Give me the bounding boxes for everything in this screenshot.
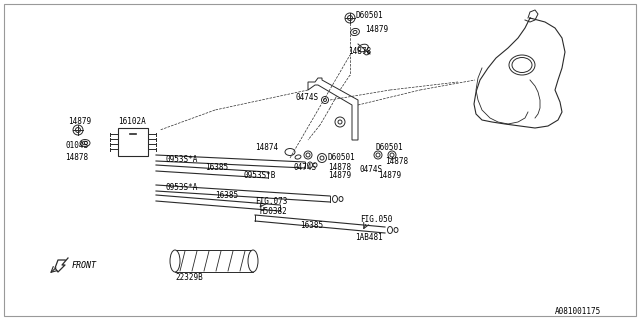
Text: 16102A: 16102A	[118, 117, 146, 126]
Text: FRONT: FRONT	[72, 260, 97, 269]
Text: 0474S: 0474S	[293, 164, 316, 172]
Text: 0953S*A: 0953S*A	[165, 183, 197, 193]
Text: 14878: 14878	[65, 153, 88, 162]
Text: D60501: D60501	[356, 12, 384, 20]
Text: 16385: 16385	[300, 220, 323, 229]
Text: 14874: 14874	[255, 143, 278, 153]
Text: 14878: 14878	[385, 157, 408, 166]
Text: FIG.050: FIG.050	[360, 215, 392, 225]
Text: FIG.073: FIG.073	[255, 197, 287, 206]
Text: 0104S: 0104S	[65, 140, 88, 149]
Text: 14879: 14879	[328, 172, 351, 180]
Ellipse shape	[248, 250, 258, 272]
Text: 0953S*B: 0953S*B	[244, 171, 276, 180]
Text: 0953S*A: 0953S*A	[166, 156, 198, 164]
Text: D60501: D60501	[328, 154, 356, 163]
Text: 0474S: 0474S	[295, 93, 318, 102]
Text: A081001175: A081001175	[555, 308, 601, 316]
Text: 14879: 14879	[378, 172, 401, 180]
Ellipse shape	[170, 250, 180, 272]
Text: 1AB481: 1AB481	[355, 233, 383, 242]
Polygon shape	[308, 78, 358, 140]
Bar	[175, 250, 253, 272]
Text: D60501: D60501	[375, 143, 403, 153]
Text: 14879: 14879	[68, 117, 91, 126]
Text: 14878: 14878	[348, 47, 371, 57]
Text: 16385: 16385	[215, 190, 238, 199]
Bar	[118, 128, 148, 156]
Text: 22329B: 22329B	[175, 274, 203, 283]
Text: H50382: H50382	[260, 207, 288, 217]
Text: 0474S: 0474S	[360, 165, 383, 174]
Text: 16385: 16385	[205, 163, 228, 172]
Text: 14878: 14878	[328, 164, 351, 172]
Text: 14879: 14879	[365, 26, 388, 35]
